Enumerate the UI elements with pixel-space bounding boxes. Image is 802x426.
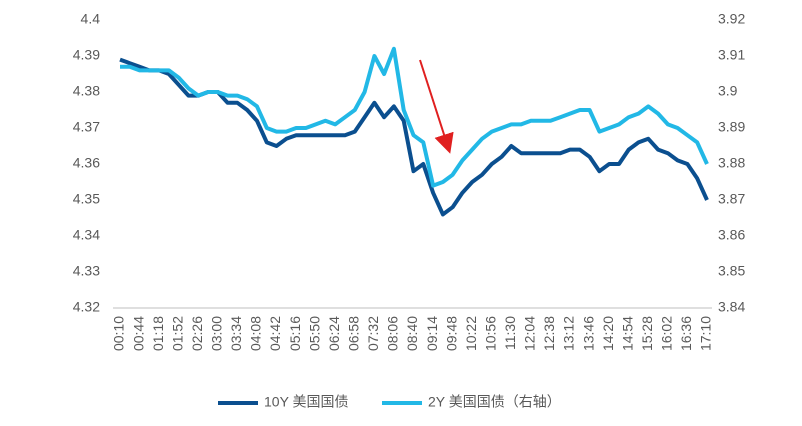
x-tick-label: 12:04 [522,316,538,351]
x-tick-label: 03:00 [209,316,225,351]
y2-tick-label: 3.91 [718,47,745,63]
x-tick-label: 00:44 [130,316,146,351]
y-tick-label: 4.36 [73,155,100,171]
x-tick-label: 13:12 [561,316,577,351]
x-tick-label: 00:10 [111,316,127,351]
y2-tick-label: 3.85 [718,263,745,279]
x-tick-label: 14:20 [600,316,616,351]
y2-tick-label: 3.86 [718,227,745,243]
y-tick-label: 4.34 [73,227,100,243]
y2-tick-label: 3.89 [718,119,745,135]
x-tick-label: 14:54 [619,316,635,351]
x-tick-label: 09:14 [424,316,440,351]
y2-tick-label: 3.9 [718,83,738,99]
x-tick-label: 16:02 [659,316,675,351]
x-tick-label: 08:40 [404,316,420,351]
y-tick-label: 4.4 [81,11,101,27]
x-tick-label: 11:30 [502,316,518,350]
x-tick-label: 10:56 [482,316,498,351]
x-tick-label: 05:50 [306,316,322,351]
x-tick-label: 15:28 [639,316,655,351]
legend-label: 2Y 美国国债（右轴） [428,394,561,410]
y2-tick-label: 3.92 [718,11,745,27]
y-tick-label: 4.39 [73,47,100,63]
y2-tick-label: 3.84 [718,299,745,315]
x-tick-label: 03:34 [228,316,244,351]
x-tick-label: 06:24 [326,316,342,351]
x-tick-label: 10:22 [463,316,479,351]
x-tick-label: 06:58 [346,316,362,351]
legend-label: 10Y 美国国债 [264,394,349,410]
x-tick-label: 13:46 [580,316,596,351]
y2-tick-label: 3.87 [718,191,745,207]
x-tick-label: 12:38 [541,316,557,351]
y-tick-label: 4.35 [73,191,100,207]
x-tick-label: 08:06 [385,316,401,351]
x-tick-label: 04:42 [267,316,283,351]
x-tick-label: 04:08 [248,316,264,351]
series-line [120,46,709,188]
x-tick-label: 17:10 [698,316,714,351]
annotation-arrow [419,59,454,154]
y-tick-label: 4.32 [73,299,100,315]
y-tick-label: 4.38 [73,83,100,99]
x-tick-label: 02:26 [189,316,205,351]
x-tick-label: 05:16 [287,316,303,351]
y2-tick-label: 3.88 [718,155,745,171]
y-tick-label: 4.33 [73,263,100,279]
x-tick-label: 01:18 [150,316,166,351]
y-tick-label: 4.37 [73,119,100,135]
x-tick-label: 01:52 [169,316,185,351]
x-tick-label: 07:32 [365,316,381,351]
x-tick-label: 16:36 [678,316,694,351]
x-tick-label: 09:48 [443,316,459,351]
